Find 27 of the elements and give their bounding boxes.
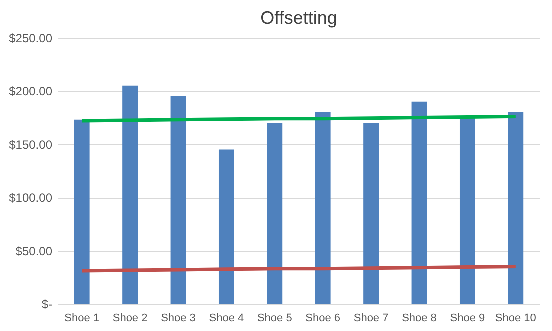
- x-tick-label: Shoe 5: [257, 312, 292, 324]
- bar: [460, 118, 476, 304]
- y-tick-label: $100.00: [9, 191, 53, 206]
- x-tick-label: Shoe 2: [112, 312, 148, 324]
- x-tick-label: Shoe 6: [306, 312, 341, 324]
- bar: [170, 96, 186, 304]
- bar: [122, 86, 138, 304]
- x-tick-label: Shoe 1: [64, 312, 100, 324]
- bar: [508, 112, 524, 304]
- chart-title: Offsetting: [260, 8, 338, 28]
- bar: [412, 102, 428, 304]
- x-tick-label: Shoe 9: [450, 312, 486, 324]
- x-tick-label: Shoe 7: [354, 312, 389, 324]
- bar: [218, 150, 234, 304]
- x-tick-label: Shoe 10: [495, 312, 536, 324]
- bar: [315, 112, 331, 304]
- y-tick-label: $150.00: [9, 138, 53, 152]
- bar: [364, 123, 380, 304]
- y-tick-label: $-: [42, 298, 52, 312]
- y-tick-label: $50.00: [16, 244, 53, 258]
- bar: [267, 123, 283, 304]
- x-tick-label: Shoe 3: [161, 312, 196, 324]
- y-tick-label: $250.00: [9, 32, 53, 46]
- x-tick-label: Shoe 4: [209, 312, 244, 324]
- bar: [74, 120, 90, 304]
- x-tick-label: Shoe 8: [402, 312, 437, 324]
- y-tick-label: $200.00: [9, 84, 53, 99]
